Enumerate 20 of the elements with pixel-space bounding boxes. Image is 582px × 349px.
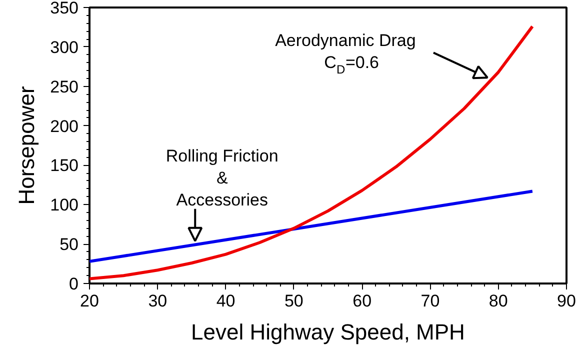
line-series (90, 24, 534, 280)
x-tick-label: 20 (80, 292, 99, 310)
annotation: Rolling Friction & Accessories (166, 146, 278, 210)
x-tick-label: 80 (488, 292, 508, 310)
x-tick-label: 60 (352, 292, 372, 310)
x-tick-label: 40 (216, 292, 236, 310)
y-axis-title: Horsepower (14, 86, 40, 205)
x-tick-label: 50 (284, 292, 304, 310)
y-tick-label: 300 (50, 38, 79, 57)
y-tick-label: 350 (50, 0, 79, 18)
y-tick-label: 150 (50, 156, 79, 176)
x-tick-label: 90 (557, 292, 576, 310)
x-tick-label: 30 (148, 292, 168, 310)
y-tick-label: 50 (60, 235, 79, 254)
x-tick-label: 70 (420, 292, 440, 310)
y-tick-label: 0 (69, 274, 79, 294)
y-tick-label: 250 (50, 77, 79, 96)
x-axis-title: Level Highway Speed, MPH (191, 320, 465, 344)
y-tick-label: 200 (50, 116, 79, 136)
y-tick-label: 100 (50, 196, 79, 215)
